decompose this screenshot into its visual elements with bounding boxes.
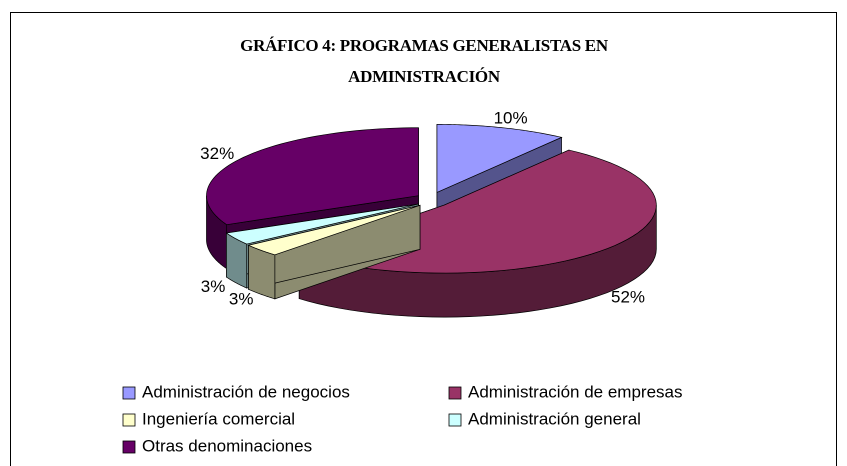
data-label: 32%	[200, 144, 234, 163]
legend-swatch	[448, 386, 462, 400]
legend-swatch	[448, 413, 462, 427]
legend-swatch	[122, 440, 136, 454]
slice	[225, 203, 419, 245]
legend-label: Administración de negocios	[142, 382, 350, 401]
legend-label: Administración de empresas	[468, 382, 682, 401]
data-label: 3%	[201, 277, 226, 296]
legend-label: Ingeniería comercial	[142, 409, 295, 428]
data-label: 52%	[611, 288, 645, 307]
legend-swatch	[122, 386, 136, 400]
legend-swatch	[122, 413, 136, 427]
slice	[247, 204, 421, 256]
slice	[206, 127, 419, 226]
legend-label: Otras denominaciones	[142, 436, 312, 455]
data-label: 3%	[229, 290, 254, 309]
data-label: 10%	[494, 109, 528, 128]
chart-title: GRÁFICO 4: PROGRAMAS GENERALISTAS EN ADM…	[240, 36, 608, 86]
legend-label: Administración general	[468, 409, 641, 428]
slice	[436, 124, 563, 193]
